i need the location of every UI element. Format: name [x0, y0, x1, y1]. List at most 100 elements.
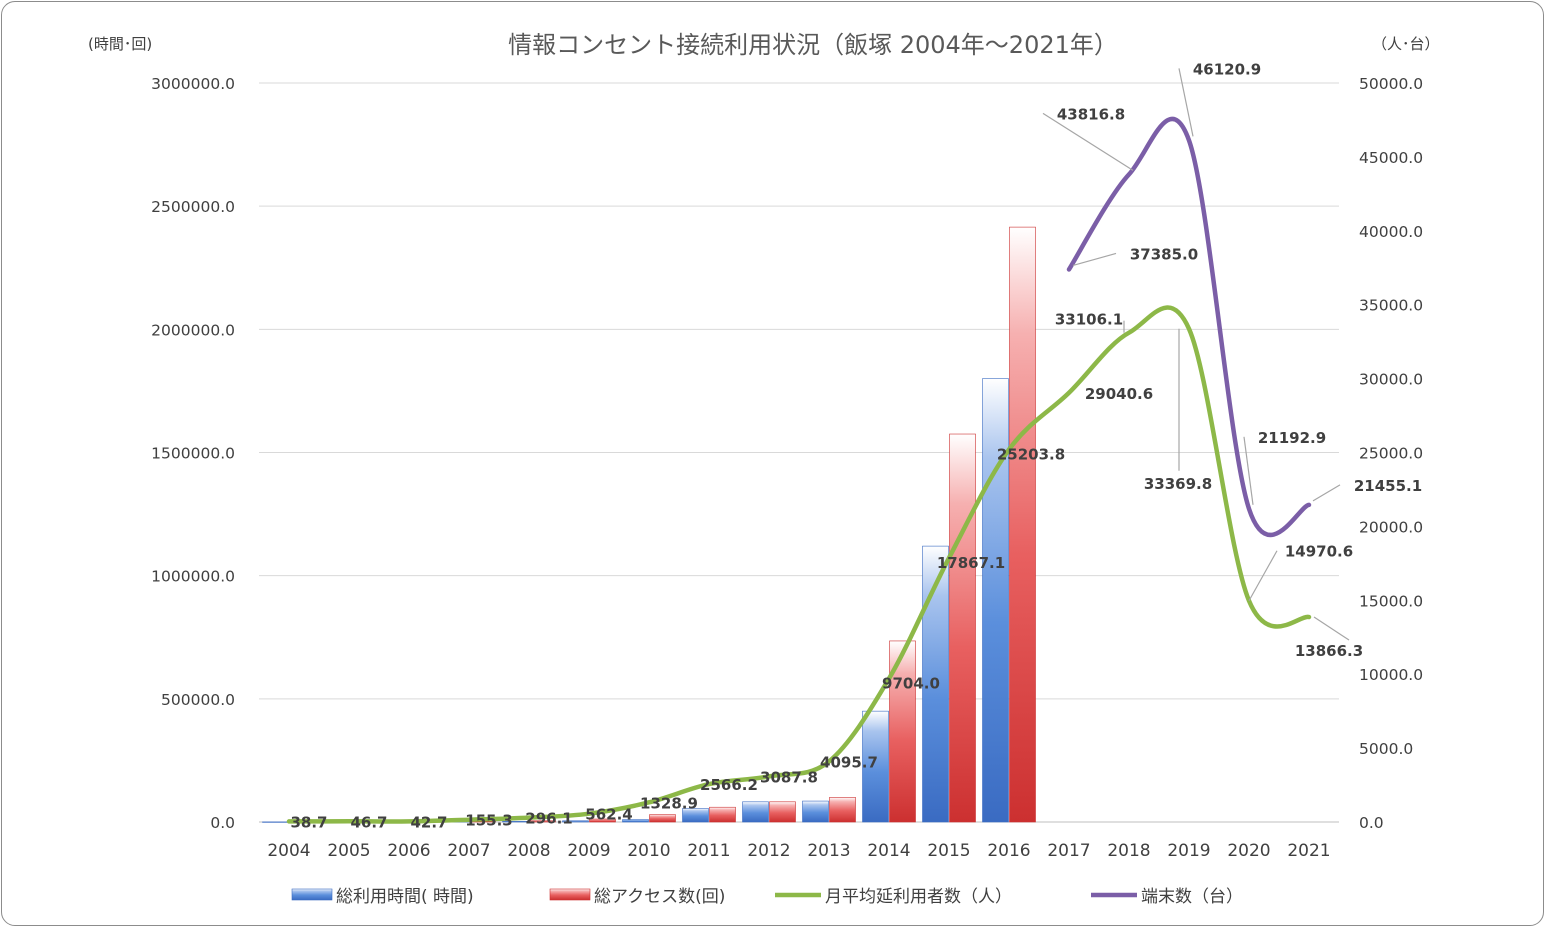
- data-label-terminals: 21192.9: [1258, 429, 1326, 447]
- data-label-users: 562.4: [585, 806, 632, 824]
- right-axis-ticks: 0.0 5000.0 10000.0 15000.0 20000.0 25000.0 300…: [1359, 75, 1423, 832]
- x-tick-label: 2020: [1227, 841, 1270, 861]
- data-label-users: 25203.8: [997, 445, 1065, 463]
- bar-total-access: [589, 818, 616, 823]
- right-tick-label: 20000.0: [1359, 518, 1423, 536]
- right-tick-label: 40000.0: [1359, 223, 1423, 241]
- data-label-users: 46.7: [350, 813, 387, 831]
- data-label-users: 9704.0: [882, 675, 940, 693]
- left-tick-label: 2500000.0: [151, 198, 235, 216]
- right-tick-label: 50000.0: [1359, 75, 1423, 93]
- bar-total-hours: [562, 820, 589, 823]
- legend: 総利用時間( 時間) 総アクセス数(回) 月平均延利用者数（人） 端末数（台）: [291, 887, 1243, 907]
- bar-total-access: [709, 806, 736, 823]
- x-tick-label: 2018: [1107, 841, 1150, 861]
- left-axis-ticks: 0.0 500000.0 1000000.0 1500000.0 2000000.0 25…: [151, 75, 235, 832]
- x-tick-label: 2015: [927, 841, 970, 861]
- bar-total-access: [529, 820, 556, 823]
- line-series: [286, 116, 1312, 824]
- bar-total-hours: [262, 821, 289, 823]
- legend-swatch-bar: [291, 888, 333, 901]
- leader-line: [1248, 550, 1278, 602]
- x-tick-label: 2004: [267, 841, 310, 861]
- x-tick-label: 2019: [1167, 841, 1210, 861]
- left-tick-label: 0.0: [210, 814, 235, 832]
- right-tick-label: 30000.0: [1359, 371, 1423, 389]
- right-tick-label: 0.0: [1359, 814, 1384, 832]
- bar-total-access: [769, 801, 796, 823]
- data-label-users: 38.7: [290, 813, 327, 831]
- data-label-users: 42.7: [410, 813, 447, 831]
- x-tick-label: 2008: [507, 841, 550, 861]
- legend-label: 総利用時間( 時間): [336, 887, 474, 907]
- bar-total-hours: [922, 545, 949, 823]
- bar-total-access: [829, 797, 856, 823]
- bar-total-hours: [682, 808, 709, 823]
- x-tick-label: 2016: [987, 841, 1030, 861]
- data-label-users: 33369.8: [1144, 475, 1212, 493]
- legend-label: 端末数（台）: [1141, 887, 1243, 907]
- bar-total-hours: [862, 710, 889, 823]
- data-label-users: 296.1: [525, 810, 572, 828]
- data-label-users: 14970.6: [1285, 543, 1353, 561]
- data-label-users: 33106.1: [1055, 311, 1123, 329]
- bar-total-access: [949, 433, 976, 823]
- chart-title: 情報コンセント接続利用状況（飯塚 2004年～2021年）: [508, 31, 1118, 59]
- left-tick-label: 3000000.0: [151, 75, 235, 93]
- x-tick-label: 2012: [747, 841, 790, 861]
- x-tick-label: 2005: [327, 841, 370, 861]
- bar-total-hours: [802, 800, 829, 823]
- bar-total-hours: [742, 801, 769, 823]
- right-tick-label: 45000.0: [1359, 149, 1423, 167]
- leader-line: [1178, 68, 1194, 137]
- x-tick-label: 2011: [687, 841, 730, 861]
- right-tick-label: 15000.0: [1359, 592, 1423, 610]
- leader-line: [1243, 436, 1254, 505]
- label-leader-lines: [1042, 68, 1350, 641]
- x-tick-label: 2013: [807, 841, 850, 861]
- right-tick-label: 25000.0: [1359, 445, 1423, 463]
- data-label-users: 13866.3: [1295, 642, 1363, 660]
- line-terminals: [1066, 116, 1312, 538]
- data-label-terminals: 43816.8: [1057, 105, 1125, 123]
- data-label-users: 3087.8: [760, 768, 818, 786]
- x-tick-label: 2010: [627, 841, 670, 861]
- data-label-terminals: 37385.0: [1130, 245, 1198, 263]
- data-label-users: 155.3: [465, 812, 512, 830]
- leader-line: [1313, 616, 1350, 641]
- x-tick-label: 2021: [1287, 841, 1330, 861]
- data-label-terminals: 21455.1: [1354, 477, 1422, 495]
- bar-total-access: [649, 814, 676, 823]
- left-tick-label: 2000000.0: [151, 321, 235, 339]
- data-label-users: 4095.7: [820, 753, 878, 771]
- bar-total-hours: [502, 821, 529, 823]
- x-tick-label: 2017: [1047, 841, 1090, 861]
- x-tick-label: 2006: [387, 841, 430, 861]
- right-tick-label: 5000.0: [1359, 740, 1413, 758]
- legend-label: 総アクセス数(回): [594, 887, 725, 907]
- leader-line: [1312, 484, 1341, 502]
- right-axis-unit: （人･台）: [1372, 35, 1440, 53]
- legend-swatch-bar: [549, 888, 591, 901]
- leader-line: [1042, 112, 1134, 171]
- x-tick-label: 2009: [567, 841, 610, 861]
- left-tick-label: 1000000.0: [151, 568, 235, 586]
- data-label-users: 2566.2: [700, 776, 758, 794]
- data-label-users: 17867.1: [937, 554, 1005, 572]
- right-tick-label: 10000.0: [1359, 666, 1423, 684]
- data-label-users: 1328.9: [640, 794, 698, 812]
- grid-lines: [259, 82, 1339, 823]
- right-tick-label: 35000.0: [1359, 297, 1423, 315]
- line-monthly-users: [286, 305, 1312, 824]
- left-tick-label: 500000.0: [161, 691, 235, 709]
- data-label-terminals: 46120.9: [1193, 60, 1261, 78]
- leader-line: [1072, 252, 1117, 267]
- left-tick-label: 1500000.0: [151, 445, 235, 463]
- data-label-users: 29040.6: [1085, 385, 1153, 403]
- x-tick-label: 2007: [447, 841, 490, 861]
- bar-total-hours: [622, 819, 649, 823]
- bar-series: [262, 226, 1036, 823]
